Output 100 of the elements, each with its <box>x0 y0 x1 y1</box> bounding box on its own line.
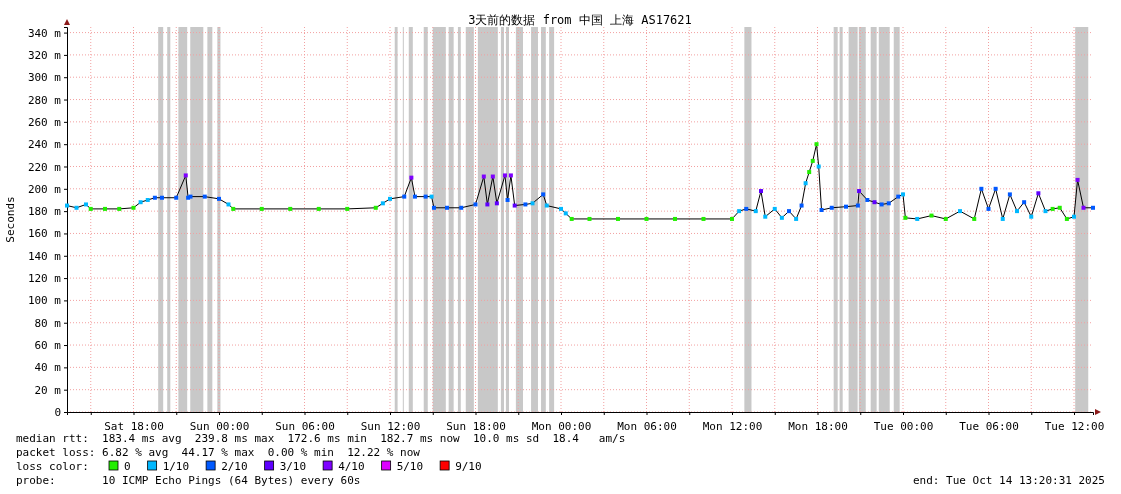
point <box>1007 192 1012 197</box>
point <box>423 194 428 199</box>
point <box>1075 177 1080 182</box>
point <box>563 211 568 216</box>
point <box>508 173 513 178</box>
point <box>730 216 734 221</box>
point <box>84 202 88 207</box>
x-tick-label: Sat 18:00 <box>104 420 164 434</box>
point <box>544 203 549 208</box>
point <box>772 206 777 211</box>
y-tick-label: 200 m <box>27 182 62 196</box>
point <box>138 200 143 205</box>
point <box>943 216 948 221</box>
point <box>1015 209 1019 214</box>
point <box>152 195 157 200</box>
point <box>819 208 824 213</box>
legend-label: 1/10 <box>162 460 190 473</box>
point <box>744 206 749 211</box>
point <box>530 201 535 206</box>
point <box>844 204 848 209</box>
y-tick-label: 20 m <box>34 383 62 397</box>
x-tick-label: Mon 00:00 <box>531 420 592 434</box>
point <box>1000 216 1005 221</box>
legend-label: 4/10 <box>338 460 365 473</box>
x-tick-label: Sun 00:00 <box>189 420 250 434</box>
point <box>901 192 905 197</box>
y-tick-label: 320 m <box>27 48 62 62</box>
point <box>1050 206 1055 211</box>
y-tick-label: 260 m <box>27 115 62 129</box>
point <box>117 206 122 211</box>
point <box>929 213 934 218</box>
point <box>1091 205 1095 210</box>
point <box>896 194 901 199</box>
point <box>803 181 808 186</box>
x-tick-label: Sun 12:00 <box>360 420 421 434</box>
point <box>816 164 821 169</box>
y-tick-label: 140 m <box>27 249 62 263</box>
point <box>810 158 815 163</box>
point <box>183 173 188 178</box>
point <box>758 189 763 194</box>
point <box>494 201 499 206</box>
x-tick-label: Mon 18:00 <box>788 420 848 434</box>
y-tick-label: 100 m <box>27 294 62 308</box>
point <box>644 216 649 221</box>
point <box>131 205 136 210</box>
y-axis-title: Seconds <box>4 196 17 243</box>
x-tick-label: Tue 06:00 <box>959 420 1019 434</box>
point <box>65 203 69 208</box>
point <box>986 206 991 211</box>
point <box>402 194 407 199</box>
point <box>380 201 385 206</box>
point <box>903 215 908 220</box>
point <box>226 202 231 207</box>
point <box>88 206 93 211</box>
point <box>794 216 799 221</box>
point <box>512 203 517 208</box>
point <box>259 206 264 211</box>
point <box>569 216 574 221</box>
point <box>779 215 784 220</box>
point <box>174 195 179 200</box>
point <box>559 206 563 211</box>
point <box>373 205 378 210</box>
point <box>814 142 819 147</box>
legend-title: loss color: <box>16 460 89 473</box>
y-tick-label: 180 m <box>27 205 62 219</box>
legend-label: 0 <box>124 460 131 473</box>
x-tick-label: Tue 12:00 <box>1044 420 1105 434</box>
point <box>103 206 107 211</box>
point <box>473 202 478 207</box>
y-tick-label: 220 m <box>27 160 62 174</box>
point <box>505 197 510 202</box>
point <box>445 205 449 210</box>
point <box>490 174 495 179</box>
point <box>202 194 207 199</box>
point <box>160 195 164 200</box>
point <box>288 206 293 211</box>
chart-title: 3天前的数据 from 中国 上海 AS17621 <box>468 13 692 27</box>
point <box>231 206 236 211</box>
point <box>316 206 321 211</box>
point <box>1064 216 1069 221</box>
legend-label: 3/10 <box>279 460 307 473</box>
line-series <box>66 143 1094 220</box>
text: end: Tue Oct 14 13:20:31 2025 <box>912 474 1105 487</box>
legend-label: 2/10 <box>221 460 248 473</box>
point <box>673 216 677 221</box>
point <box>872 200 877 205</box>
point <box>412 194 417 199</box>
x-tick-label: Mon 06:00 <box>617 420 677 434</box>
point <box>879 202 884 207</box>
point <box>485 202 490 207</box>
x-tick-label: Tue 00:00 <box>873 420 934 434</box>
point <box>502 173 507 178</box>
point <box>587 216 592 221</box>
x-tick-label: Mon 12:00 <box>702 420 763 434</box>
point <box>972 216 977 221</box>
point <box>787 209 791 214</box>
point <box>74 205 79 210</box>
y-tick-label: 40 m <box>34 361 62 375</box>
point <box>541 192 546 197</box>
point <box>958 209 962 214</box>
